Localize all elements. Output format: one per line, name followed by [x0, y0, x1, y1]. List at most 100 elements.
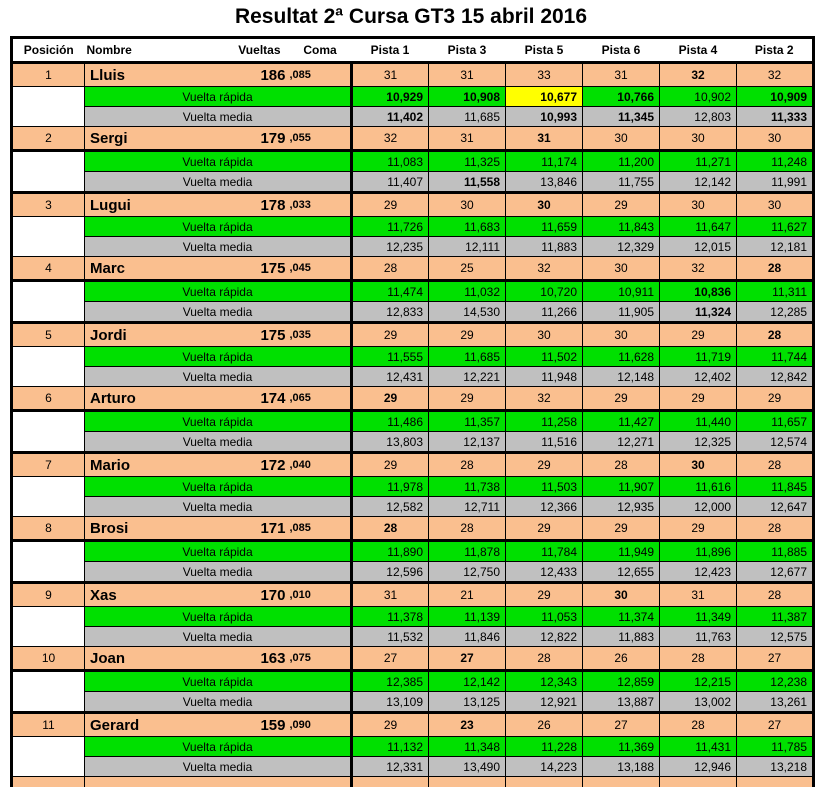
- avg-lap-time-cell: 12,921: [505, 691, 583, 713]
- avg-lap-time-cell: 12,842: [736, 366, 814, 387]
- fast-lap-time-cell: 11,378: [350, 606, 429, 627]
- avg-lap-time-cell: 14,223: [505, 756, 583, 777]
- driver-name-cell: Lugui 178: [84, 191, 289, 217]
- driver-total-laps: 159: [260, 716, 286, 734]
- driver-main-row: 3 Lugui 178,033 29 30 30 29 30 30: [11, 191, 814, 217]
- position-cell: 10: [11, 646, 85, 672]
- driver-name-cell: Arturo 174: [84, 386, 289, 412]
- driver-main-row: 8 Brosi 171,085 28 28 29 29 29 28: [11, 516, 814, 542]
- avg-lap-time-cell: 14,530: [428, 301, 506, 323]
- avg-lap-time-cell: 11,558: [428, 171, 506, 193]
- lap-count-cell: 31: [350, 61, 429, 87]
- driver-total-laps: 186: [260, 66, 286, 84]
- table-header: Posición Nombre Vueltas Coma Pista 1 Pis…: [11, 37, 814, 64]
- empty-position-row: -: [11, 776, 814, 787]
- driver-name: Marc: [90, 259, 126, 277]
- footer-track-cell: [428, 776, 506, 787]
- avg-lap-time-cell: 12,803: [659, 106, 737, 127]
- footer-track-cell: [505, 776, 583, 787]
- avg-lap-label: Vuelta media: [84, 106, 352, 127]
- driver-name-cell: Marc 175: [84, 256, 289, 282]
- empty-cell: [11, 736, 85, 757]
- fast-lap-time-cell: 11,784: [505, 540, 583, 562]
- driver-decimal-cell: ,055: [288, 126, 352, 152]
- fast-lap-time-cell: 10,911: [582, 280, 660, 302]
- avg-lap-time-cell: 10,993: [505, 106, 583, 127]
- footer-track-cell: [736, 776, 814, 787]
- empty-cell: [11, 561, 85, 583]
- empty-cell: [11, 86, 85, 107]
- fast-lap-label: Vuelta rápida: [84, 280, 352, 302]
- fast-lap-time-cell: 10,908: [428, 86, 506, 107]
- position-cell: 11: [11, 711, 85, 737]
- fast-lap-time-cell: 11,486: [350, 410, 429, 432]
- fast-lap-label: Vuelta rápida: [84, 606, 352, 627]
- position-cell: 1: [11, 61, 85, 87]
- avg-lap-time-cell: 12,402: [659, 366, 737, 387]
- fast-lap-time-cell: 11,502: [505, 346, 583, 367]
- fast-lap-time-cell: 11,387: [736, 606, 814, 627]
- fast-lap-time-cell: 11,325: [428, 150, 506, 172]
- driver-name-cell: Lluis 186: [84, 61, 289, 87]
- avg-lap-time-cell: 12,329: [582, 236, 660, 257]
- fast-lap-row: Vuelta rápida 11,083 11,325 11,174 11,200 11,…: [11, 150, 814, 172]
- fast-lap-time-cell: 10,909: [736, 86, 814, 107]
- fast-lap-row: Vuelta rápida 11,726 11,683 11,659 11,843 11,…: [11, 216, 814, 237]
- empty-cell: [11, 626, 85, 647]
- avg-lap-time-cell: 12,574: [736, 431, 814, 453]
- fast-lap-time-cell: 11,685: [428, 346, 506, 367]
- fast-lap-time-cell: 11,258: [505, 410, 583, 432]
- lap-count-cell: 28: [736, 321, 814, 347]
- fast-lap-time-cell: 10,720: [505, 280, 583, 302]
- position-cell: 5: [11, 321, 85, 347]
- fast-lap-time-cell: 11,083: [350, 150, 429, 172]
- fast-lap-row: Vuelta rápida 11,378 11,139 11,053 11,374 11,…: [11, 606, 814, 627]
- lap-count-cell: 30: [505, 191, 583, 217]
- lap-count-cell: 32: [659, 256, 737, 282]
- lap-count-cell: 30: [582, 126, 660, 152]
- avg-lap-time-cell: 13,002: [659, 691, 737, 713]
- footer-track-cell: [582, 776, 660, 787]
- avg-lap-time-cell: 13,109: [350, 691, 429, 713]
- driver-name-cell: Gerard 159: [84, 711, 289, 737]
- fast-lap-time-cell: 11,845: [736, 476, 814, 497]
- avg-lap-time-cell: 11,345: [582, 106, 660, 127]
- position-cell: 6: [11, 386, 85, 412]
- lap-count-cell: 21: [428, 581, 506, 607]
- avg-lap-time-cell: 11,516: [505, 431, 583, 453]
- lap-count-cell: 23: [428, 711, 506, 737]
- avg-lap-time-cell: 11,883: [582, 626, 660, 647]
- avg-lap-time-cell: 12,235: [350, 236, 429, 257]
- lap-count-cell: 28: [736, 451, 814, 477]
- avg-lap-time-cell: 11,883: [505, 236, 583, 257]
- fast-lap-label: Vuelta rápida: [84, 736, 352, 757]
- fast-lap-time-cell: 10,902: [659, 86, 737, 107]
- empty-cell: [11, 756, 85, 777]
- lap-count-cell: 29: [505, 581, 583, 607]
- lap-count-cell: 27: [350, 646, 429, 672]
- fast-lap-time-cell: 10,836: [659, 280, 737, 302]
- avg-lap-label: Vuelta media: [84, 366, 352, 387]
- lap-count-cell: 30: [736, 126, 814, 152]
- driver-total-laps: 174: [260, 389, 286, 407]
- lap-count-cell: 30: [582, 256, 660, 282]
- avg-lap-time-cell: 12,181: [736, 236, 814, 257]
- fast-lap-time-cell: 11,890: [350, 540, 429, 562]
- avg-lap-row: Vuelta media 13,109 13,125 12,921 13,887 13,0…: [11, 691, 814, 713]
- driver-decimal-cell: ,090: [288, 711, 352, 737]
- fast-lap-time-cell: 10,766: [582, 86, 660, 107]
- fast-lap-row: Vuelta rápida 11,132 11,348 11,228 11,369 11,…: [11, 736, 814, 757]
- fast-lap-time-cell: 11,659: [505, 216, 583, 237]
- avg-lap-time-cell: 12,647: [736, 496, 814, 517]
- lap-count-cell: 28: [659, 711, 737, 737]
- avg-lap-time-cell: 12,111: [428, 236, 506, 257]
- empty-cell: [11, 236, 85, 257]
- lap-count-cell: 30: [582, 581, 660, 607]
- fast-lap-label: Vuelta rápida: [84, 346, 352, 367]
- lap-count-cell: 30: [428, 191, 506, 217]
- fast-lap-time-cell: 11,785: [736, 736, 814, 757]
- fast-lap-time-cell: 11,053: [505, 606, 583, 627]
- fast-lap-time-cell: 11,357: [428, 410, 506, 432]
- avg-lap-label: Vuelta media: [84, 431, 352, 453]
- driver-name: Lugui: [90, 196, 131, 214]
